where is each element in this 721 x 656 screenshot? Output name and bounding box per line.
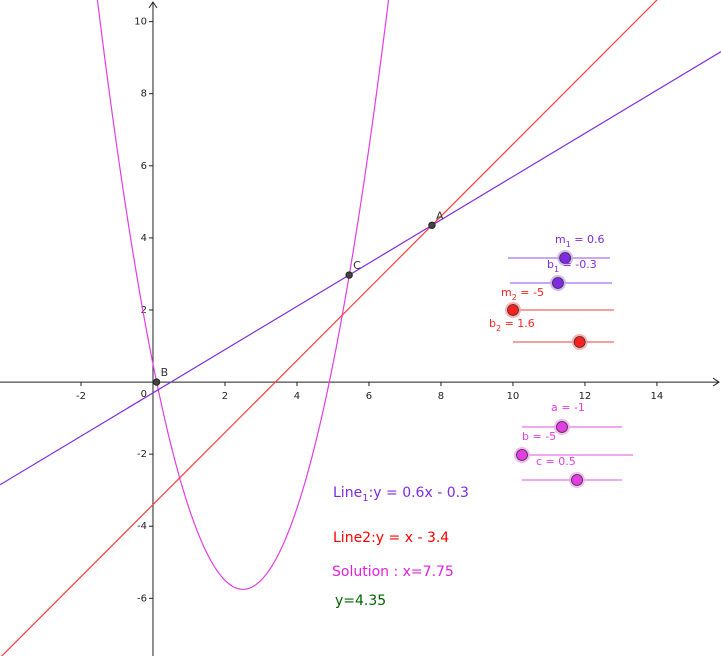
x-tick-label: 6: [366, 391, 372, 402]
slider-value: = -5: [517, 286, 544, 299]
slider-name: m: [501, 286, 512, 299]
equation-part: y=4.35: [335, 593, 386, 609]
y-tick-label: -6: [137, 593, 147, 604]
y-tick-label: -4: [137, 521, 147, 532]
slider-label: b1 = -0.3: [547, 258, 597, 274]
y-tick-label: 8: [141, 89, 147, 100]
slider-label: m2 = -5: [501, 286, 544, 302]
point-label: A: [436, 209, 444, 222]
equation-part: 1: [362, 493, 368, 504]
x-tick-label: 14: [651, 391, 664, 402]
x-tick-label: 8: [438, 391, 444, 402]
y-tick-label: 10: [134, 17, 147, 28]
slider-knob[interactable]: [559, 252, 572, 264]
x-tick-label: 12: [579, 391, 592, 402]
slider-name: m: [555, 233, 566, 246]
slider-value: = -0.3: [559, 258, 597, 271]
slider-label: m1 = 0.6: [555, 233, 605, 249]
point: [152, 378, 161, 386]
point-label: C: [353, 259, 361, 272]
slider-label: c = 0.5: [536, 455, 576, 468]
slider-label: b = -5: [522, 430, 556, 443]
slider-name: b = -5: [522, 430, 556, 443]
slider-name: a = -1: [551, 401, 585, 414]
slider-label: a = -1: [551, 401, 585, 414]
x-axis-arrow: [712, 377, 720, 387]
slider-subscript: 1: [554, 265, 559, 274]
slider-subscript: 1: [566, 240, 571, 249]
x-tick-label: 2: [222, 391, 228, 402]
equation-part: Line: [333, 485, 362, 501]
slider-value: = 1.6: [501, 317, 535, 330]
origin-label: 0: [141, 389, 147, 400]
point-label: B: [161, 366, 169, 379]
slider-name: b: [489, 317, 496, 330]
equation-text: y=4.35: [335, 593, 386, 609]
slider-value: = 0.6: [571, 233, 605, 246]
slider-name: c = 0.5: [536, 455, 576, 468]
equation-part: Line2:y = x - 3.4: [333, 530, 449, 546]
equation-part: :y = 0.6x - 0.3: [369, 485, 469, 501]
slider-subscript: 2: [512, 293, 517, 302]
y-tick-label: -2: [137, 449, 147, 460]
slider-knob[interactable]: [516, 449, 528, 461]
parabola: [96, 0, 390, 590]
y-tick-label: 2: [141, 305, 147, 316]
equation-text: Solution : x=7.75: [332, 564, 454, 580]
x-tick-label: 10: [507, 391, 520, 402]
slider-subscript: 2: [496, 324, 501, 333]
slider-knob[interactable]: [507, 304, 519, 316]
y-tick-label: 4: [141, 233, 147, 244]
equation-part: Solution : x=7.75: [332, 564, 454, 580]
equation-text: Line1:y = 0.6x - 0.3: [333, 485, 469, 504]
x-tick-label: -2: [76, 391, 86, 402]
y-axis-arrow: [148, 1, 158, 9]
slider-knob[interactable]: [573, 336, 586, 348]
equation-text: Line2:y = x - 3.4: [333, 530, 449, 546]
slider-knob[interactable]: [552, 277, 564, 289]
slider-knob[interactable]: [556, 421, 568, 433]
slider-knob[interactable]: [571, 474, 583, 486]
x-tick-label: 4: [294, 391, 300, 402]
y-tick-label: 6: [141, 161, 147, 172]
point: [428, 221, 436, 229]
line: [0, 51, 721, 486]
point: [345, 271, 353, 279]
slider-name: b: [547, 258, 554, 271]
slider-label: b2 = 1.6: [489, 317, 535, 333]
